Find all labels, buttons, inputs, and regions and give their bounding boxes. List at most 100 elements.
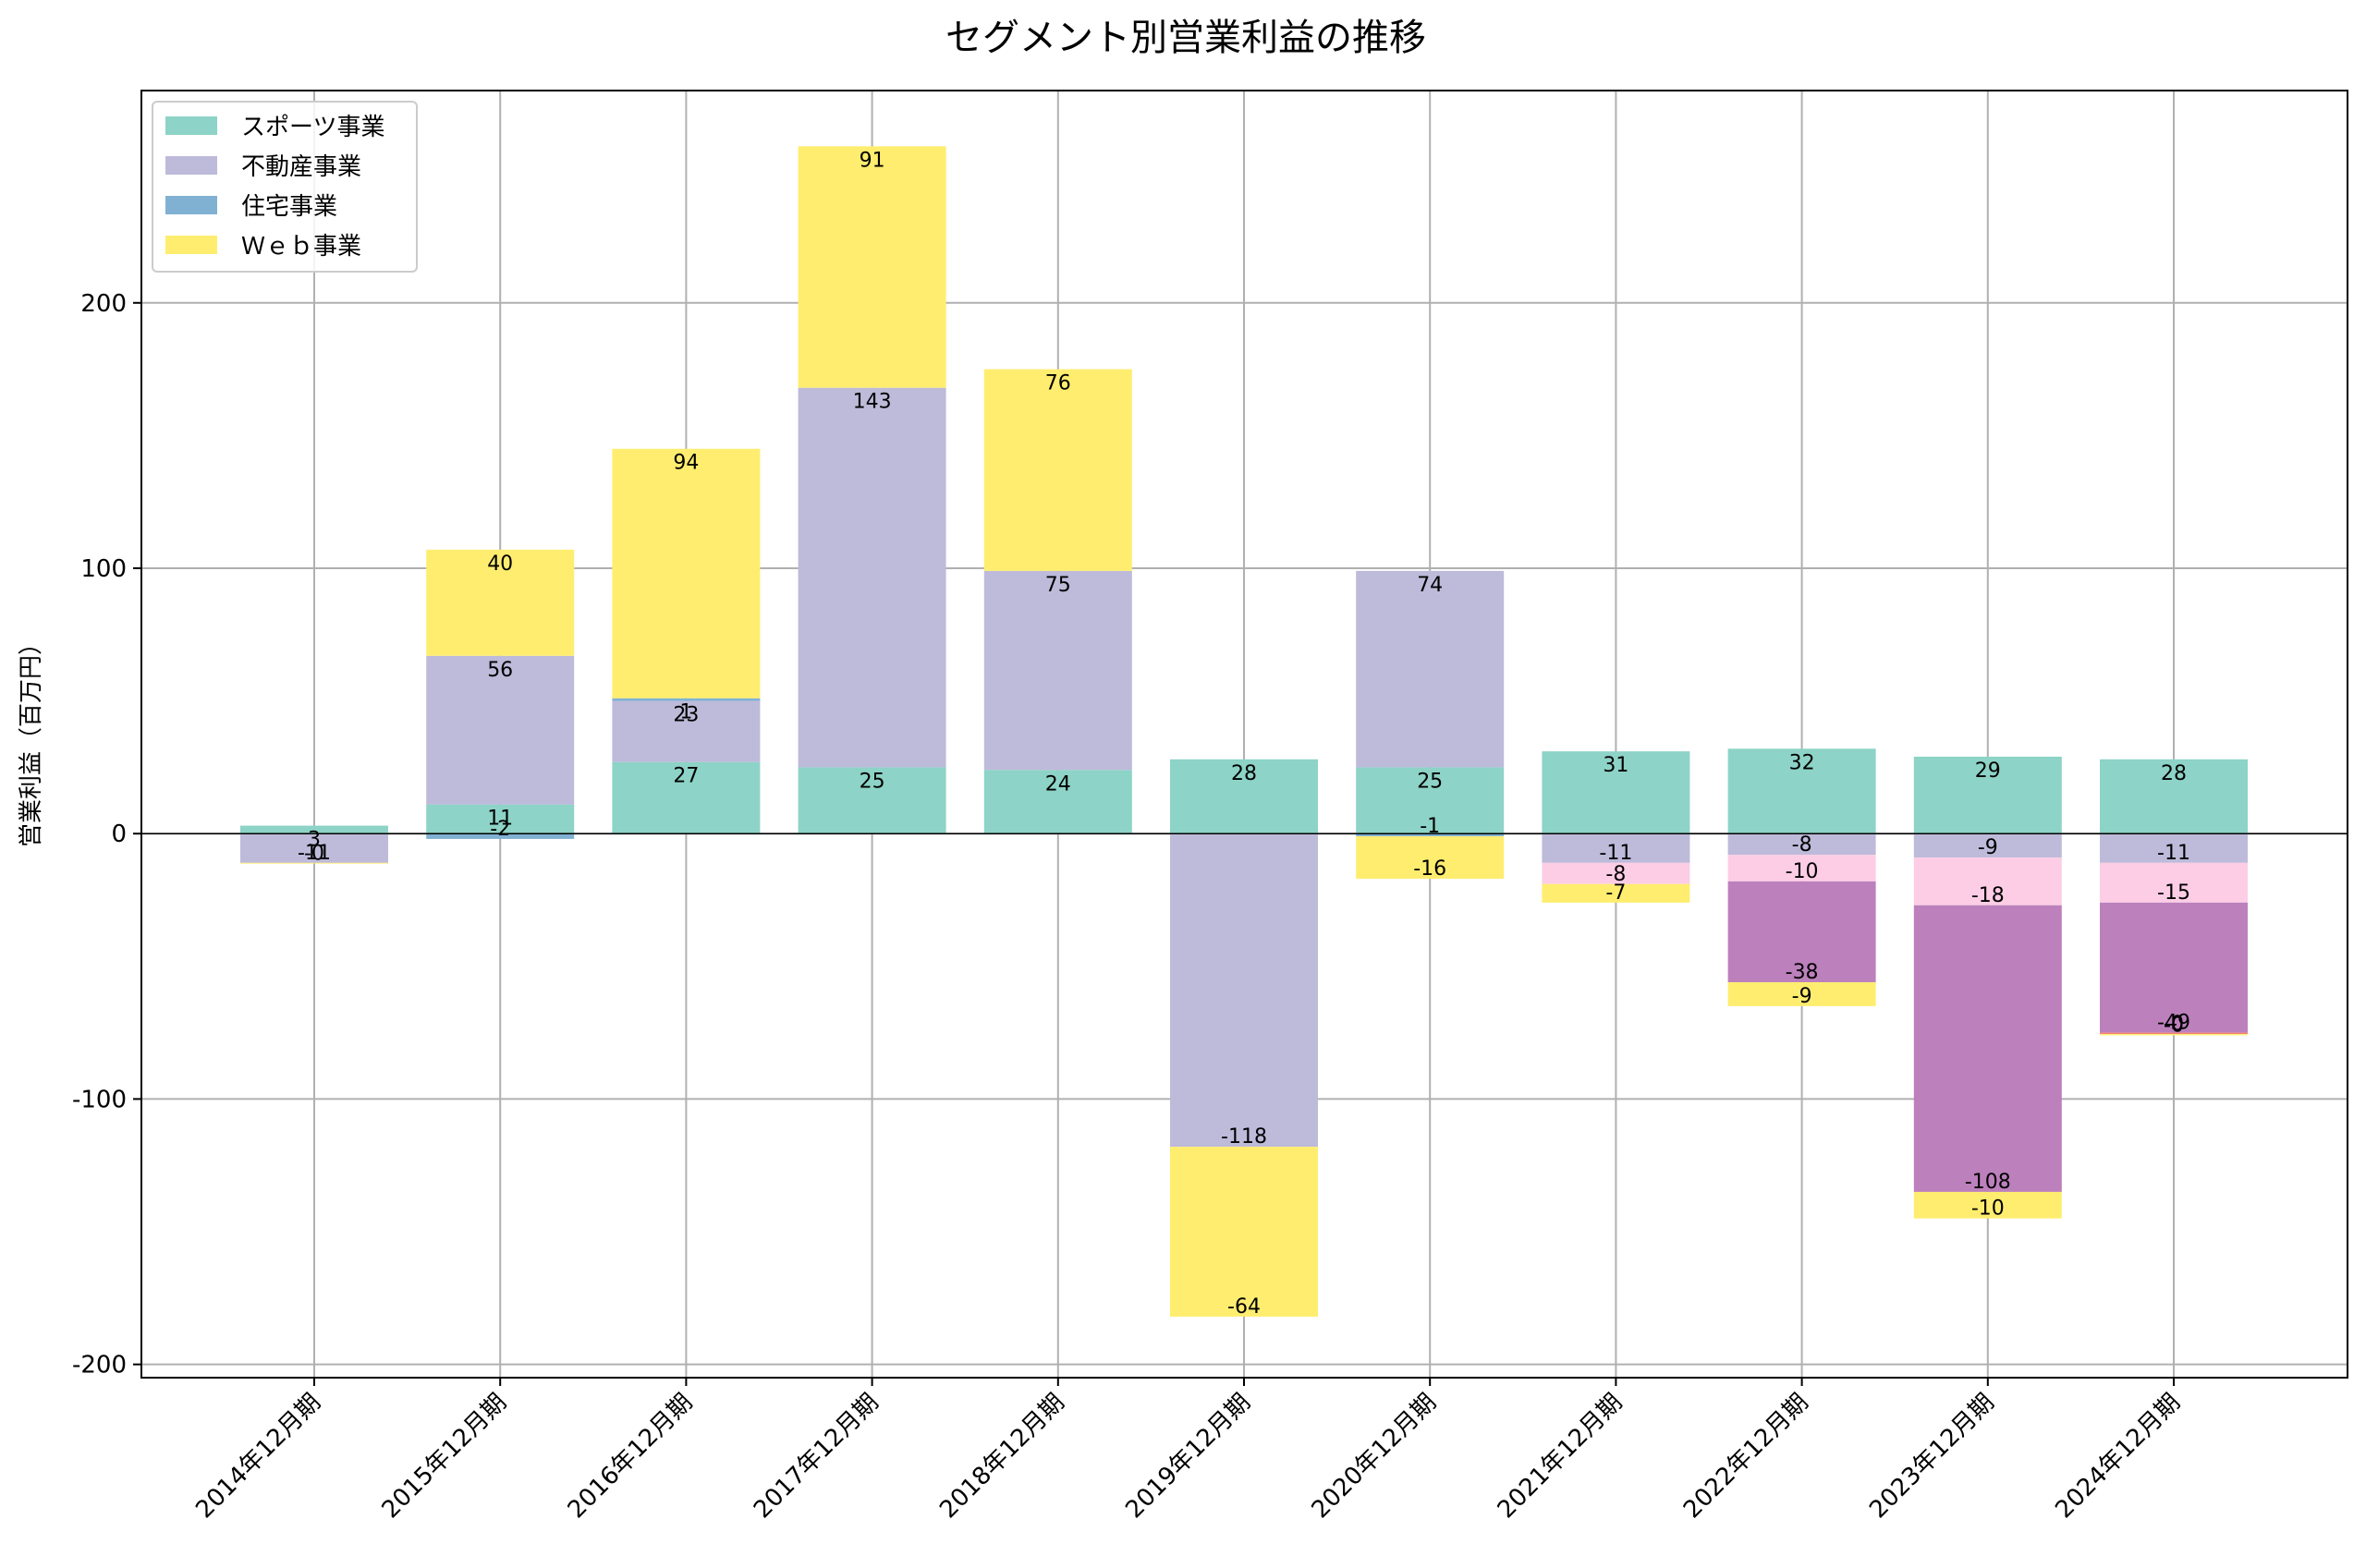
x-axis: 2014年12月期 2015年12月期 2016年12月期 2017年12月期 2018… bbox=[190, 1378, 2186, 1524]
data-label-2-6: 94 bbox=[673, 452, 699, 475]
y-tick-label-4: 200 bbox=[80, 290, 127, 318]
bar-5-6 bbox=[1170, 1147, 1318, 1317]
legend-label-1: 不動産事業 bbox=[241, 153, 361, 181]
data-labels: 3-11-01156-2402723194251439124757628-118… bbox=[298, 149, 2190, 1319]
bar-1-0 bbox=[426, 804, 575, 834]
legend-label-2: 住宅事業 bbox=[241, 193, 337, 221]
bar-8-1 bbox=[1727, 833, 1876, 856]
bar-1-6 bbox=[426, 549, 575, 656]
data-label-0-1: -11 bbox=[298, 842, 331, 865]
bar-0-0 bbox=[240, 825, 388, 834]
y-tick-label-2: 0 bbox=[111, 820, 127, 848]
data-label-9-4: -108 bbox=[1965, 1171, 2011, 1194]
bars bbox=[240, 146, 2248, 1317]
bar-3-1 bbox=[798, 387, 946, 768]
data-label-1-1: 56 bbox=[487, 659, 513, 682]
x-tick-label-1: 2015年12月期 bbox=[377, 1389, 513, 1525]
bar-8-0 bbox=[1727, 748, 1876, 834]
data-label-4-0: 24 bbox=[1045, 772, 1071, 796]
bar-3-6 bbox=[798, 146, 946, 388]
data-label-4-1: 75 bbox=[1045, 574, 1071, 597]
data-label-6-0: 25 bbox=[1417, 770, 1443, 793]
bar-0-1 bbox=[240, 833, 388, 863]
data-label-7-6: -7 bbox=[1605, 881, 1626, 905]
x-tick-label-5: 2019年12月期 bbox=[1120, 1389, 1256, 1525]
data-label-9-3: -18 bbox=[1971, 884, 2005, 907]
data-label-9-6: -10 bbox=[1971, 1197, 2005, 1221]
bar-5-0 bbox=[1170, 759, 1318, 834]
data-label-0-6: -0 bbox=[304, 843, 324, 866]
data-label-2-2: 1 bbox=[679, 701, 692, 724]
x-tick-label-0: 2014年12月期 bbox=[190, 1389, 326, 1525]
data-label-10-0: 28 bbox=[2161, 762, 2187, 785]
bar-10-1 bbox=[2100, 833, 2248, 863]
bar-1-2 bbox=[426, 833, 575, 839]
x-tick-label-6: 2020年12月期 bbox=[1307, 1389, 1443, 1525]
legend-swatch-2 bbox=[165, 196, 217, 214]
bar-0-6 bbox=[240, 862, 388, 864]
bar-10-5 bbox=[2100, 1032, 2248, 1035]
data-label-4-6: 76 bbox=[1045, 372, 1071, 395]
data-label-10-5: -0 bbox=[2164, 1013, 2184, 1036]
bar-9-1 bbox=[1913, 833, 2062, 858]
data-label-6-6: -16 bbox=[1413, 857, 1446, 881]
bar-10-3 bbox=[2100, 862, 2248, 903]
bar-9-6 bbox=[1913, 1191, 2062, 1219]
bar-4-6 bbox=[983, 369, 1132, 571]
x-tick-label-2: 2016年12月期 bbox=[563, 1389, 699, 1525]
bar-8-3 bbox=[1727, 855, 1876, 881]
data-label-6-1: 74 bbox=[1417, 574, 1443, 597]
y-tick-label-0: -200 bbox=[72, 1352, 127, 1380]
bar-4-1 bbox=[983, 570, 1132, 771]
data-label-10-3: -15 bbox=[2157, 881, 2190, 905]
bar-7-3 bbox=[1542, 862, 1690, 884]
data-label-2-0: 27 bbox=[673, 765, 699, 788]
bar-2-2 bbox=[612, 698, 761, 701]
data-label-5-0: 28 bbox=[1231, 762, 1257, 785]
data-label-7-1: -11 bbox=[1599, 842, 1632, 865]
data-label-1-2: -2 bbox=[490, 818, 510, 841]
x-tick-label-9: 2023年12月期 bbox=[1864, 1389, 2000, 1525]
data-label-3-1: 143 bbox=[853, 391, 892, 414]
bar-5-1 bbox=[1170, 833, 1318, 1148]
y-tick-label-1: -100 bbox=[72, 1086, 127, 1113]
bar-6-0 bbox=[1356, 767, 1505, 834]
x-tick-label-7: 2021年12月期 bbox=[1493, 1389, 1628, 1525]
chart-title: セグメント別営業利益の推移 bbox=[945, 17, 1426, 59]
data-label-9-0: 29 bbox=[1975, 760, 2001, 783]
data-label-3-0: 25 bbox=[860, 770, 885, 793]
bar-6-6 bbox=[1356, 836, 1505, 880]
y-axis-label: 営業利益（百万円） bbox=[18, 631, 45, 847]
data-label-5-6: -64 bbox=[1227, 1295, 1261, 1319]
data-label-7-0: 31 bbox=[1603, 754, 1628, 777]
bar-2-6 bbox=[612, 448, 761, 699]
data-label-1-0: 11 bbox=[487, 808, 513, 831]
data-label-3-6: 91 bbox=[860, 149, 885, 172]
data-label-8-1: -8 bbox=[1792, 833, 1812, 857]
data-label-5-1: -118 bbox=[1221, 1125, 1267, 1149]
legend-label-0: スポーツ事業 bbox=[241, 114, 384, 141]
data-label-8-3: -10 bbox=[1786, 860, 1819, 883]
bar-10-4 bbox=[2100, 902, 2248, 1033]
bar-1-1 bbox=[426, 655, 575, 805]
bar-2-1 bbox=[612, 700, 761, 762]
data-label-7-3: -8 bbox=[1605, 863, 1626, 886]
legend-swatch-1 bbox=[165, 156, 217, 175]
data-label-10-6: -0 bbox=[2164, 1014, 2184, 1037]
data-label-8-4: -38 bbox=[1786, 961, 1819, 984]
bar-6-1 bbox=[1356, 570, 1505, 768]
bar-8-6 bbox=[1727, 982, 1876, 1006]
data-label-6-2: -1 bbox=[1420, 815, 1440, 838]
x-tick-label-10: 2024年12月期 bbox=[2050, 1389, 2186, 1525]
data-label-9-1: -9 bbox=[1978, 836, 1998, 859]
bar-10-6 bbox=[2100, 1034, 2248, 1036]
bar-7-6 bbox=[1542, 883, 1690, 903]
x-tick-label-4: 2018年12月期 bbox=[934, 1389, 1070, 1525]
bar-7-1 bbox=[1542, 833, 1690, 863]
bar-9-3 bbox=[1913, 857, 2062, 906]
bar-9-0 bbox=[1913, 756, 2062, 834]
legend-label-3: Ｗｅｂ事業 bbox=[241, 233, 361, 261]
bar-2-0 bbox=[612, 761, 761, 834]
